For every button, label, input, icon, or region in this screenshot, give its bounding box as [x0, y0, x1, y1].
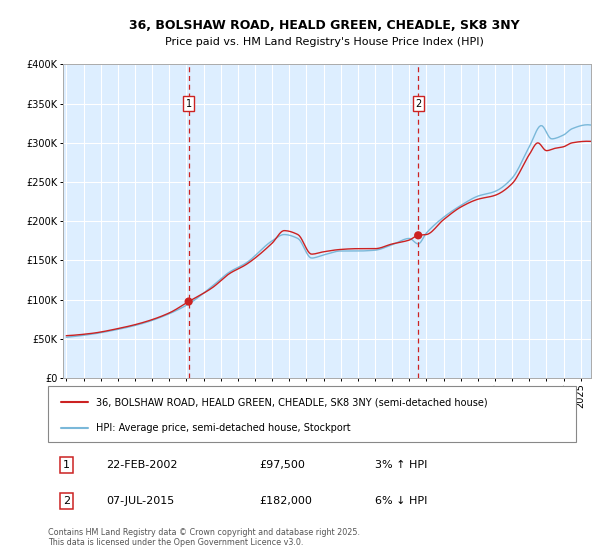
Text: £97,500: £97,500: [259, 460, 305, 470]
Text: HPI: Average price, semi-detached house, Stockport: HPI: Average price, semi-detached house,…: [95, 423, 350, 433]
Text: 2: 2: [415, 99, 421, 109]
Text: 1: 1: [63, 460, 70, 470]
Text: 07-JUL-2015: 07-JUL-2015: [106, 496, 175, 506]
Text: 2: 2: [63, 496, 70, 506]
Text: 1: 1: [185, 99, 192, 109]
Text: 6% ↓ HPI: 6% ↓ HPI: [376, 496, 428, 506]
Text: 22-FEB-2002: 22-FEB-2002: [106, 460, 178, 470]
Text: Contains HM Land Registry data © Crown copyright and database right 2025.
This d: Contains HM Land Registry data © Crown c…: [48, 528, 360, 547]
Text: £182,000: £182,000: [259, 496, 312, 506]
Point: [413, 231, 423, 240]
Point: [184, 297, 193, 306]
Text: Price paid vs. HM Land Registry's House Price Index (HPI): Price paid vs. HM Land Registry's House …: [164, 37, 484, 47]
Text: 36, BOLSHAW ROAD, HEALD GREEN, CHEADLE, SK8 3NY: 36, BOLSHAW ROAD, HEALD GREEN, CHEADLE, …: [128, 18, 520, 32]
Text: 3% ↑ HPI: 3% ↑ HPI: [376, 460, 428, 470]
Text: 36, BOLSHAW ROAD, HEALD GREEN, CHEADLE, SK8 3NY (semi-detached house): 36, BOLSHAW ROAD, HEALD GREEN, CHEADLE, …: [95, 397, 487, 407]
